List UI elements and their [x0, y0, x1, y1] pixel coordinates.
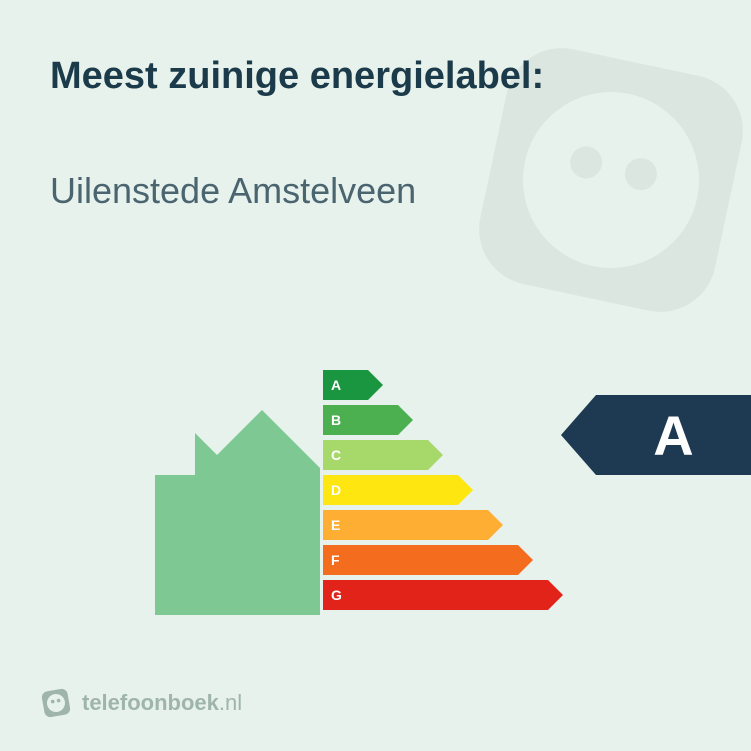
page-title: Meest zuinige energielabel: [50, 55, 544, 98]
bar-label: E [331, 517, 340, 533]
energy-bar-b: B [323, 405, 563, 435]
footer: telefoonboek.nl [40, 687, 242, 719]
bar-label: B [331, 412, 341, 428]
footer-brand: telefoonboek.nl [82, 690, 242, 716]
bar-label: G [331, 587, 342, 603]
rating-badge: A [561, 395, 751, 475]
bar-label: F [331, 552, 340, 568]
location-subtitle: Uilenstede Amstelveen [50, 170, 416, 212]
footer-brand-name: telefoonboek [82, 690, 219, 715]
energy-label-chart: A B C D E F G [155, 370, 585, 630]
bar-label: A [331, 377, 341, 393]
footer-brand-tld: .nl [219, 690, 242, 715]
badge-letter: A [653, 403, 693, 468]
energy-bar-f: F [323, 545, 563, 575]
bar-label: D [331, 482, 341, 498]
energy-bar-e: E [323, 510, 563, 540]
energy-bar-g: G [323, 580, 563, 610]
badge-body: A [596, 395, 751, 475]
footer-logo-icon [40, 687, 72, 719]
badge-arrow [561, 395, 596, 475]
energy-bars: A B C D E F G [323, 370, 563, 615]
energy-bar-a: A [323, 370, 563, 400]
energy-bar-d: D [323, 475, 563, 505]
energy-bar-c: C [323, 440, 563, 470]
house-icon [155, 395, 320, 615]
bar-label: C [331, 447, 341, 463]
